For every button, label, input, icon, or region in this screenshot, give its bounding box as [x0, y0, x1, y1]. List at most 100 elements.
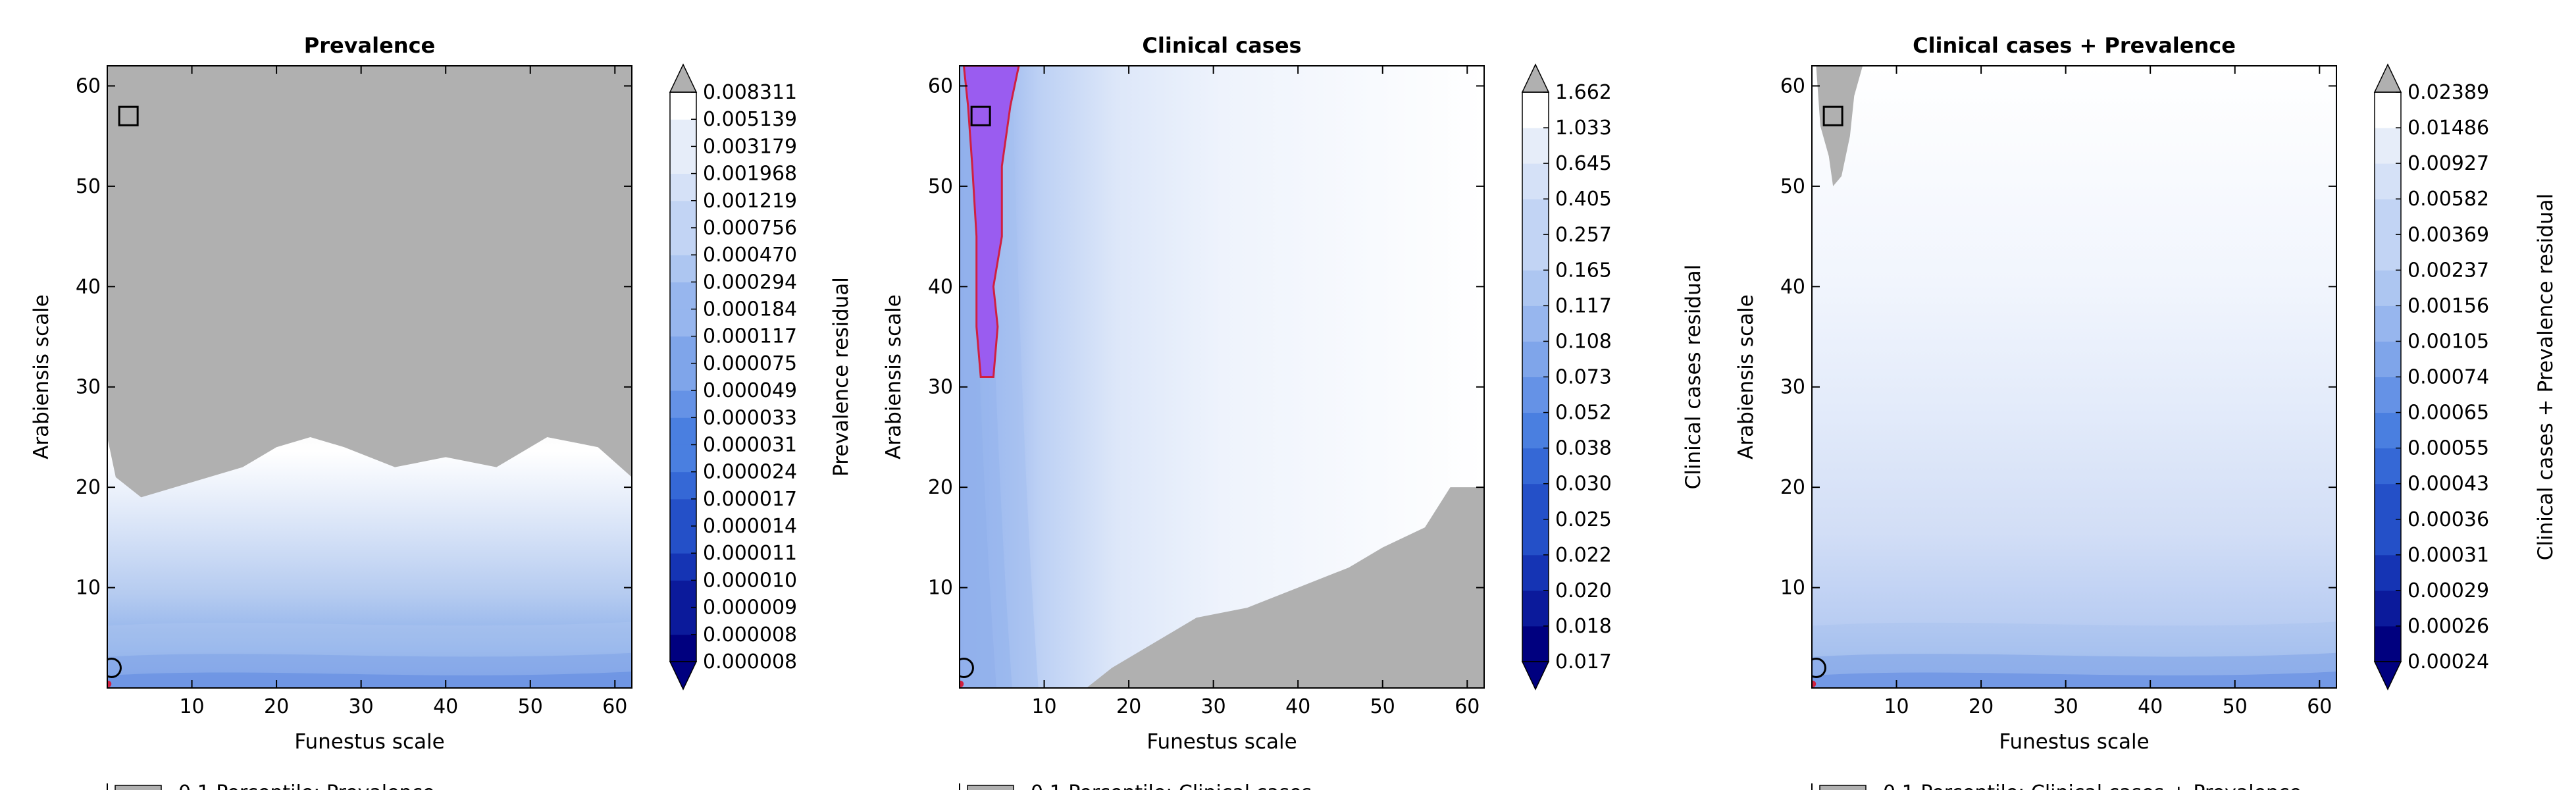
panel-clinical-cases: 10 20 30 40 50 60 10 20 30 40 50 60 Clinical cases Fu… — [882, 33, 1705, 790]
colorbar-segment — [2375, 377, 2401, 413]
colorbar-tick-label: 0.000010 — [703, 569, 797, 592]
y-axis-label: Arabiensis scale — [1734, 294, 1758, 460]
colorbar-tick-label: 0.000033 — [703, 406, 797, 429]
colorbar-underflow-cap — [2373, 661, 2402, 691]
marker-square — [118, 105, 139, 126]
colorbar-tick-label: 0.001968 — [703, 163, 797, 186]
x-tick-label: 60 — [1455, 695, 1480, 718]
percentile-region — [962, 66, 1020, 378]
colorbar-segment — [2375, 483, 2401, 520]
colorbar-segment — [1522, 305, 1549, 342]
y-axis-label: Arabiensis scale — [30, 294, 53, 460]
colorbar-tick-label: 0.00029 — [2408, 579, 2489, 602]
marker-square — [1822, 105, 1843, 126]
colorbar-underflow-cap — [1521, 661, 1550, 691]
colorbar-tick-label: 0.00237 — [2408, 259, 2489, 282]
colorbar-segment — [670, 92, 696, 120]
y-tick-label: 40 — [928, 275, 953, 298]
x-axis-label: Funestus scale — [1999, 730, 2149, 754]
colorbar-segment — [670, 526, 696, 554]
colorbar-tick-label: 0.00156 — [2408, 294, 2489, 317]
marker-square — [970, 105, 991, 126]
colorbar-segment — [670, 607, 696, 635]
colorbar-segment — [1522, 448, 1549, 485]
colorbar-segment — [670, 200, 696, 228]
colorbar-tick-label: 0.000011 — [703, 542, 797, 565]
colorbar-segment — [2375, 341, 2401, 377]
x-tick-label: 30 — [1201, 695, 1226, 718]
x-tick-label: 10 — [1031, 695, 1056, 718]
colorbar-segment — [2375, 625, 2401, 662]
colorbar-tick-label: 0.017 — [1555, 650, 1612, 673]
colorbar-tick-label: 0.00927 — [2408, 152, 2489, 175]
chart-title: Prevalence — [304, 33, 436, 58]
colorbar-segment — [670, 553, 696, 581]
colorbar-segment — [1522, 128, 1549, 164]
y-tick-label: 50 — [1780, 175, 1805, 198]
colorbar-segment — [1522, 341, 1549, 377]
colorbar-tick-label: 0.000117 — [703, 325, 797, 348]
colorbar-tick-label: 0.00105 — [2408, 330, 2489, 353]
colorbar-tick-label: 0.000008 — [703, 650, 797, 673]
x-tick-label: 50 — [2223, 695, 2248, 718]
y-tick-label: 10 — [1780, 577, 1805, 600]
overflow-region — [1086, 487, 1484, 688]
colorbar-segment — [1522, 377, 1549, 413]
colorbar-tick-label: 0.000294 — [703, 271, 797, 294]
colorbar-tick-label: 0.01486 — [2408, 117, 2489, 140]
plot-area — [960, 66, 1484, 688]
colorbar-tick-label: 0.000024 — [703, 461, 797, 484]
colorbar-frame — [669, 92, 697, 662]
y-tick-label: 20 — [1780, 476, 1805, 499]
x-tick-label: 40 — [433, 695, 458, 718]
x-tick-label: 20 — [1116, 695, 1141, 718]
colorbar-tick-label: 0.000470 — [703, 244, 797, 267]
colorbar-tick-label: 0.108 — [1555, 330, 1612, 353]
colorbar-tick-label: 0.020 — [1555, 579, 1612, 602]
colorbar-tick-label: 0.00582 — [2408, 188, 2489, 211]
y-tick-label: 30 — [1780, 376, 1805, 399]
contour-band — [1812, 672, 2336, 688]
colorbar-segment — [1522, 483, 1549, 520]
colorbar-segment — [670, 119, 696, 147]
panel-clinical-cases-plus-prevalence: 10 20 30 40 50 60 10 20 30 40 50 60 Clinical cases +… — [1734, 33, 2558, 790]
y-tick-label: 20 — [928, 476, 953, 499]
colorbar-segment — [670, 336, 696, 364]
x-axis-label: Funestus scale — [294, 730, 444, 754]
colorbar-segment — [1522, 625, 1549, 662]
marker-circle — [107, 658, 122, 679]
overflow-region — [107, 66, 632, 498]
colorbar-tick-label: 0.257 — [1555, 223, 1612, 246]
plot-frame — [107, 65, 632, 689]
y-tick-label: 40 — [76, 275, 101, 298]
colorbar-segment — [670, 255, 696, 282]
marker-point — [960, 680, 964, 687]
colorbar-tick-label: 0.000009 — [703, 596, 797, 619]
colorbar-tick-label: 0.000017 — [703, 488, 797, 511]
legend-entry: 0.1 Percentile: Clinical cases + Prevale… — [1883, 781, 2302, 790]
x-tick-label: 60 — [602, 695, 627, 718]
legend-swatch — [967, 785, 1014, 790]
legend-swatch — [115, 785, 162, 790]
colorbar-segment — [2375, 128, 2401, 164]
colorbar-segment — [670, 309, 696, 337]
colorbar-tick-label: 0.018 — [1555, 615, 1612, 638]
colorbar-segment — [2375, 163, 2401, 199]
colorbar-tick-label: 1.662 — [1555, 81, 1612, 104]
y-tick-label: 60 — [1780, 74, 1805, 97]
colorbar-tick-label: 0.000756 — [703, 217, 797, 240]
colorbar-tick-label: 0.00024 — [2408, 650, 2489, 673]
colorbar-segment — [1522, 412, 1549, 449]
colorbar-tick-label: 0.038 — [1555, 437, 1612, 460]
legend-entry: 0.1 Percentile: Clinical cases — [1031, 781, 1312, 790]
colorbar-segment — [1522, 554, 1549, 591]
colorbar-tick-label: 0.000049 — [703, 379, 797, 402]
y-tick-label: 50 — [928, 175, 953, 198]
colorbar-tick-label: 0.000008 — [703, 623, 797, 646]
colorbar-tick-label: 0.02389 — [2408, 81, 2489, 104]
colorbar-segment — [1522, 92, 1549, 128]
colorbar-segment — [1522, 519, 1549, 556]
colorbar-segment — [670, 227, 696, 255]
x-tick-label: 40 — [1285, 695, 1310, 718]
